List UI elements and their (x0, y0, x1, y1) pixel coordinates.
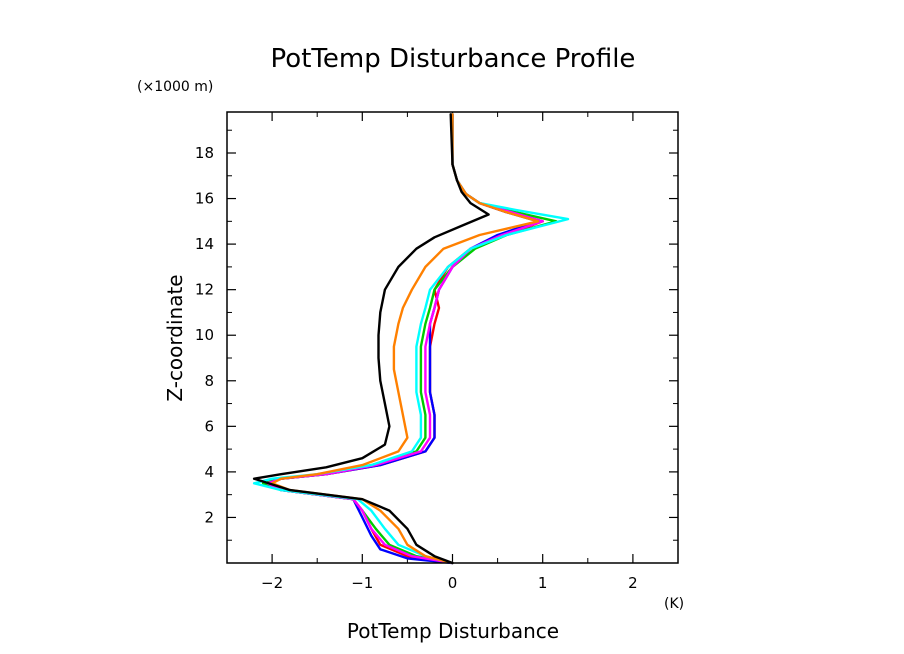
x-tick-label: 1 (538, 574, 548, 592)
x-tick-label: 2 (628, 574, 638, 592)
y-tick-label: 18 (195, 144, 214, 162)
plot-frame (226, 111, 679, 564)
y-tick-label: 12 (195, 281, 214, 299)
series-line-1 (266, 113, 544, 565)
x-tick-label: −2 (261, 574, 283, 592)
series-line-3 (261, 113, 558, 565)
y-axis-label: Z-coordinate (163, 274, 187, 401)
y-unit-label: (×1000 m) (137, 79, 213, 95)
x-unit-label: (K) (664, 596, 684, 612)
x-axis-label: PotTemp Disturbance (347, 619, 559, 643)
y-tick-label: 2 (204, 508, 214, 526)
series-line-5 (252, 113, 570, 565)
series-line-6 (270, 113, 540, 565)
y-tick-label: 6 (204, 417, 214, 435)
series-group (252, 113, 570, 565)
x-tick-label: −1 (351, 574, 373, 592)
series-line-2 (266, 113, 540, 565)
y-tick-label: 16 (195, 190, 214, 208)
series-line-4 (266, 113, 544, 565)
y-tick-label: 4 (204, 463, 214, 481)
chart-title: PotTemp Disturbance Profile (271, 44, 636, 74)
y-tick-label: 8 (204, 372, 214, 390)
x-tick-label: 0 (448, 574, 458, 592)
y-tick-label: 10 (195, 326, 214, 344)
series-line-7 (252, 113, 490, 565)
y-tick-label: 14 (195, 235, 214, 253)
